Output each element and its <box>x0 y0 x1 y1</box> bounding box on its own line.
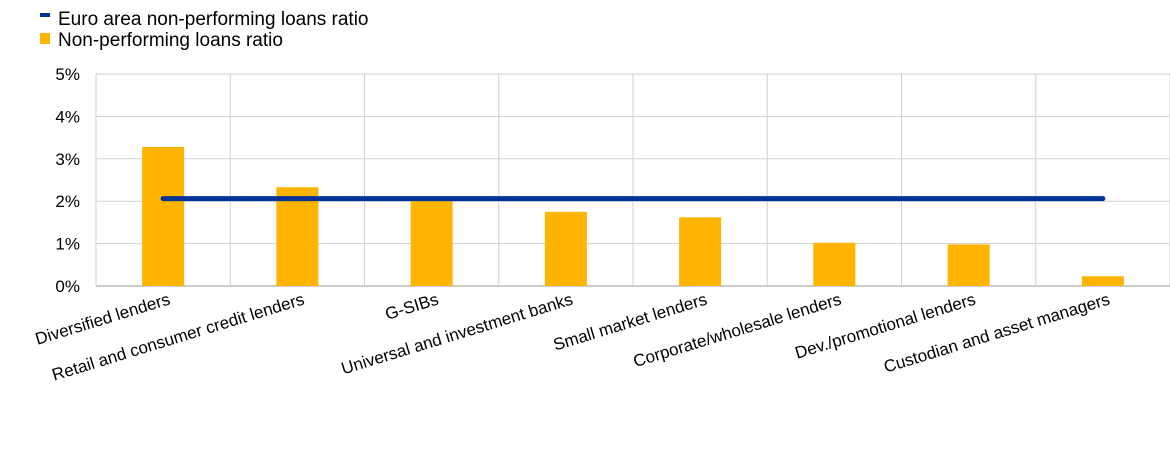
legend-line-label: Euro area non-performing loans ratio <box>58 9 369 30</box>
y-tick-label: 0% <box>55 277 80 296</box>
y-tick-label: 5% <box>55 65 80 84</box>
bar <box>1081 276 1124 286</box>
bar <box>142 146 185 286</box>
x-category-label: Retail and consumer credit lenders <box>50 290 307 385</box>
y-tick-label: 4% <box>55 107 80 126</box>
x-category-label: G-SIBs <box>383 290 441 324</box>
bar <box>813 242 856 286</box>
y-tick-label: 2% <box>55 192 80 211</box>
y-tick-label: 1% <box>55 235 80 254</box>
bar <box>410 201 453 286</box>
legend-line-swatch <box>40 13 50 17</box>
bar <box>947 244 990 286</box>
grid-lines <box>95 73 1170 287</box>
legend-bar-swatch <box>40 33 50 44</box>
y-axis: 0% 1% 2% 3% 4% 5% <box>55 65 80 296</box>
legend-bar-label: Non-performing loans ratio <box>58 30 283 51</box>
y-tick-label: 3% <box>55 150 80 169</box>
bar <box>544 211 587 286</box>
x-category-label: Custodian and asset managers <box>881 290 1112 377</box>
bar <box>276 187 319 286</box>
bar-series <box>142 146 1124 286</box>
bar <box>679 217 722 286</box>
legend: Euro area non-performing loans ratio Non… <box>40 9 369 51</box>
x-category-label: Universal and investment banks <box>339 290 575 379</box>
